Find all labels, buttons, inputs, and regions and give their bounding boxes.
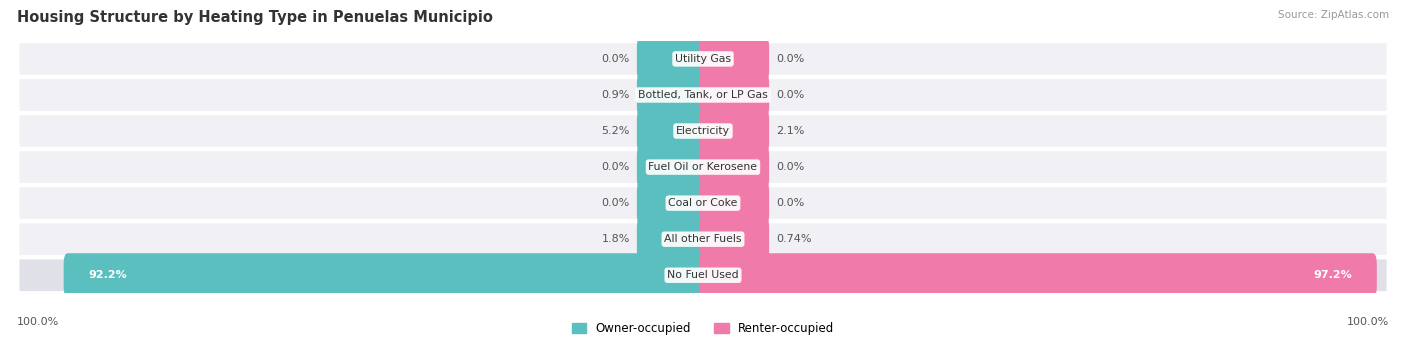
FancyBboxPatch shape [699,145,769,189]
FancyBboxPatch shape [637,217,707,261]
Legend: Owner-occupied, Renter-occupied: Owner-occupied, Renter-occupied [572,322,834,335]
FancyBboxPatch shape [699,217,769,261]
Text: 5.2%: 5.2% [602,126,630,136]
Text: 0.0%: 0.0% [776,162,804,172]
Text: 100.0%: 100.0% [1347,317,1389,327]
FancyBboxPatch shape [18,114,1388,148]
FancyBboxPatch shape [18,42,1388,76]
Text: 0.0%: 0.0% [602,198,630,208]
FancyBboxPatch shape [18,78,1388,112]
FancyBboxPatch shape [63,253,707,297]
FancyBboxPatch shape [18,186,1388,220]
FancyBboxPatch shape [699,73,769,117]
FancyBboxPatch shape [637,145,707,189]
Text: 0.0%: 0.0% [776,198,804,208]
Text: Fuel Oil or Kerosene: Fuel Oil or Kerosene [648,162,758,172]
Text: 0.0%: 0.0% [776,54,804,64]
Text: 0.0%: 0.0% [602,54,630,64]
FancyBboxPatch shape [699,253,1376,297]
Text: Utility Gas: Utility Gas [675,54,731,64]
FancyBboxPatch shape [637,37,707,81]
Text: 92.2%: 92.2% [89,270,127,280]
FancyBboxPatch shape [699,109,769,153]
Text: Housing Structure by Heating Type in Penuelas Municipio: Housing Structure by Heating Type in Pen… [17,10,492,25]
FancyBboxPatch shape [637,181,707,225]
Text: Bottled, Tank, or LP Gas: Bottled, Tank, or LP Gas [638,90,768,100]
Text: All other Fuels: All other Fuels [664,234,742,244]
FancyBboxPatch shape [637,73,707,117]
Text: 2.1%: 2.1% [776,126,804,136]
Text: 0.9%: 0.9% [602,90,630,100]
FancyBboxPatch shape [18,150,1388,184]
Text: 0.74%: 0.74% [776,234,811,244]
Text: 0.0%: 0.0% [776,90,804,100]
FancyBboxPatch shape [699,37,769,81]
Text: Source: ZipAtlas.com: Source: ZipAtlas.com [1278,10,1389,20]
Text: 100.0%: 100.0% [17,317,59,327]
Text: Coal or Coke: Coal or Coke [668,198,738,208]
FancyBboxPatch shape [18,258,1388,293]
Text: 97.2%: 97.2% [1313,270,1353,280]
FancyBboxPatch shape [637,109,707,153]
Text: Electricity: Electricity [676,126,730,136]
FancyBboxPatch shape [699,181,769,225]
Text: No Fuel Used: No Fuel Used [668,270,738,280]
Text: 1.8%: 1.8% [602,234,630,244]
Text: 0.0%: 0.0% [602,162,630,172]
FancyBboxPatch shape [18,222,1388,256]
